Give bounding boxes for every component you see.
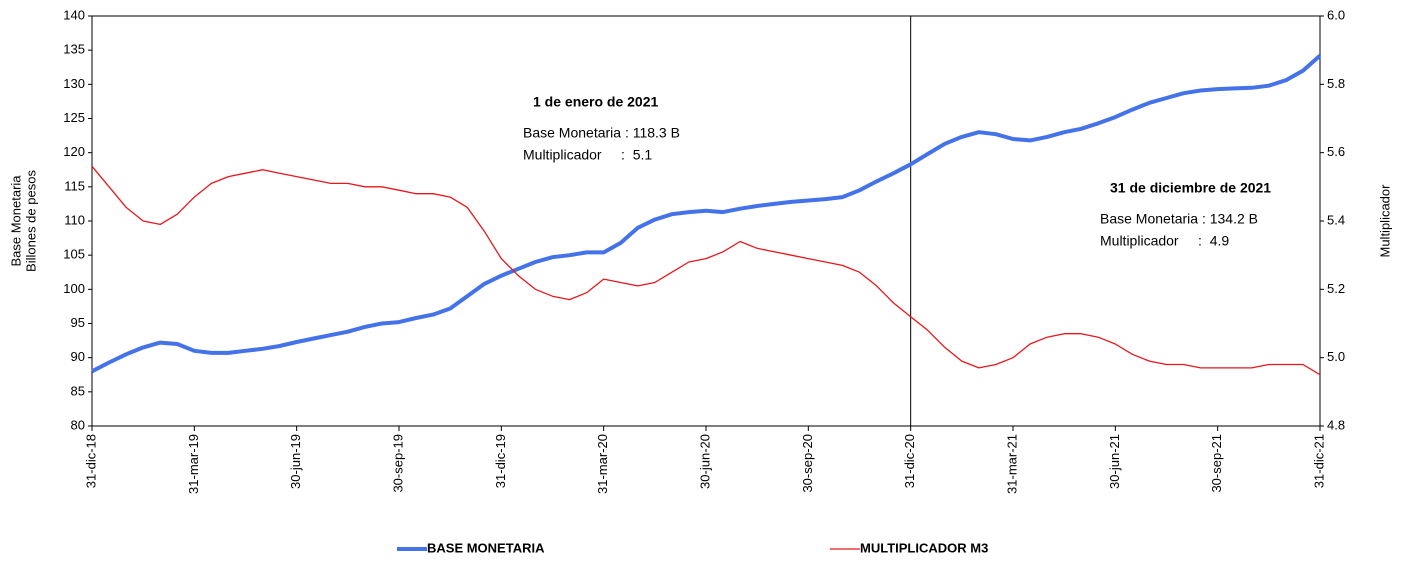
y-tick-label: 105	[63, 247, 85, 262]
series-line	[91, 54, 1322, 374]
legend-label: BASE MONETARIA	[427, 540, 545, 555]
x-tick-label: 30-jun-19	[288, 434, 303, 489]
x-tick-label: 30-jun-21	[1107, 434, 1122, 489]
y2-tick-label: 5.2	[1327, 281, 1345, 296]
y2-tick-label: 5.4	[1327, 212, 1345, 227]
y2-tick-label: 4.8	[1327, 417, 1345, 432]
x-tick-label: 31-dic-20	[902, 434, 917, 488]
y-tick-label: 120	[63, 144, 85, 159]
annotation-text: Multiplicador : 4.9	[1100, 233, 1229, 249]
legend-label: MULTIPLICADOR M3	[860, 540, 988, 555]
y-tick-label: 85	[71, 383, 85, 398]
annotation-text: Base Monetaria : 134.2 B	[1100, 211, 1258, 227]
y-tick-label: 100	[63, 281, 85, 296]
x-tick-label: 31-dic-21	[1311, 434, 1326, 488]
x-tick-label: 30-sep-19	[390, 434, 405, 493]
y2-tick-label: 5.8	[1327, 76, 1345, 91]
y2-tick-label: 6.0	[1327, 7, 1345, 22]
y-tick-label: 95	[71, 315, 85, 330]
y-axis-label: Billones de pesos	[23, 170, 38, 272]
y-tick-label: 125	[63, 110, 85, 125]
y-tick-label: 110	[64, 212, 85, 227]
x-tick-label: 30-sep-21	[1209, 434, 1224, 493]
annotation-title: 31 de diciembre de 2021	[1110, 180, 1271, 196]
x-tick-label: 31-dic-18	[83, 434, 98, 488]
y-tick-label: 130	[63, 76, 85, 91]
annotation-text: Base Monetaria : 118.3 B	[523, 125, 680, 141]
y-tick-label: 80	[71, 417, 85, 432]
x-tick-label: 30-sep-20	[800, 434, 815, 493]
x-tick-label: 31-mar-19	[186, 434, 201, 494]
y2-tick-label: 5.6	[1327, 144, 1345, 159]
series-line	[91, 165, 1321, 376]
y-tick-label: 115	[64, 178, 85, 193]
y-tick-label: 135	[63, 42, 85, 57]
y-tick-label: 140	[63, 7, 85, 22]
x-tick-label: 31-dic-19	[493, 434, 508, 488]
y2-axis-label: Multiplicador	[1377, 184, 1392, 258]
x-tick-label: 31-mar-20	[595, 434, 610, 494]
annotation-title: 1 de enero de 2021	[533, 94, 659, 110]
annotation-text: Multiplicador : 5.1	[523, 147, 652, 163]
x-tick-label: 30-jun-20	[697, 434, 712, 489]
x-tick-label: 31-mar-21	[1004, 434, 1019, 494]
y-tick-label: 90	[71, 349, 85, 364]
y-axis-label: Base Monetaria	[8, 175, 23, 267]
y2-tick-label: 5.0	[1327, 349, 1345, 364]
